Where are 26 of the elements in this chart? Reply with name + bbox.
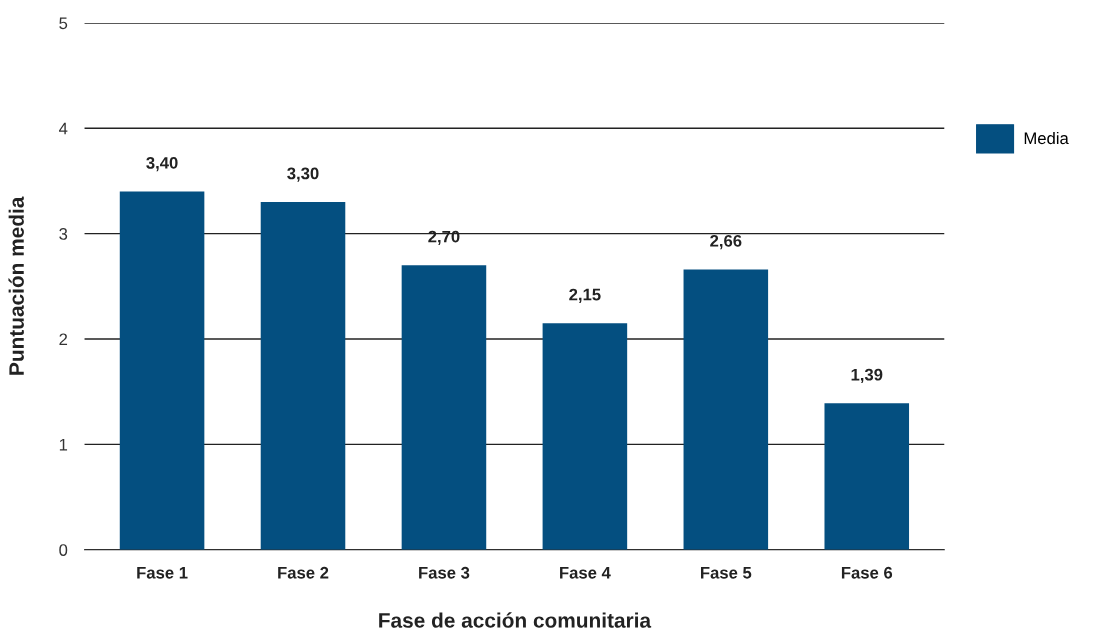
bar (401, 265, 487, 550)
x-tick-label: Fase 3 (419, 566, 470, 579)
data-label: 3,30 (287, 167, 319, 182)
y-tick-label: 3 (59, 228, 68, 240)
legend-label: Media (1024, 131, 1069, 145)
x-tick-label: Fase 6 (841, 566, 893, 579)
x-tick-label: Fase 5 (701, 567, 752, 579)
y-tick-label: 0 (59, 544, 68, 556)
x-tick-label: Fase 2 (278, 566, 329, 579)
bar (119, 191, 205, 550)
data-label: 2,66 (710, 234, 742, 250)
x-tick-label: Fase 4 (560, 567, 611, 579)
bar (542, 323, 628, 550)
bar (683, 269, 769, 550)
y-tick-label: 2 (59, 333, 68, 346)
y-axis-title: Puntuación media (8, 196, 24, 375)
bar (824, 403, 910, 550)
y-tick-label: 1 (59, 438, 68, 451)
y-tick-label: 4 (58, 122, 68, 135)
data-label: 2,15 (569, 288, 601, 303)
y-tick-label: 5 (59, 17, 68, 30)
data-label: 3,40 (146, 156, 178, 172)
data-label: 1,39 (851, 368, 883, 383)
x-tick-label: Fase 1 (137, 567, 188, 579)
x-axis-title: Fase de acción comunitaria (379, 612, 652, 628)
bar (260, 202, 346, 550)
